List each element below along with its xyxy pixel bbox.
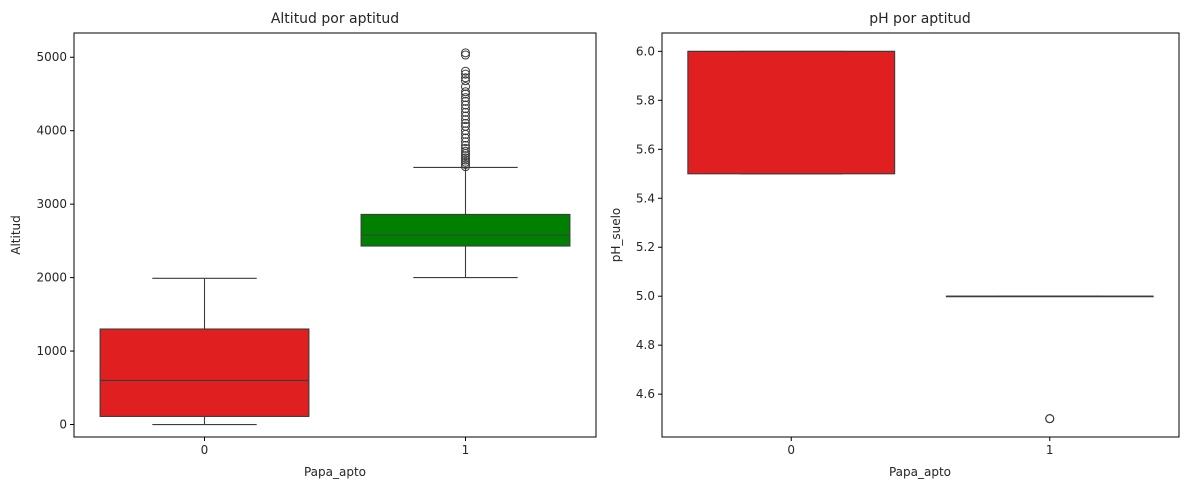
outlier-altitud-1-14 bbox=[461, 121, 470, 131]
outlier-altitud-1-16 bbox=[461, 115, 470, 125]
outlier-altitud-1-15 bbox=[461, 118, 470, 128]
chart-title-ph: pH por aptitud bbox=[869, 11, 971, 27]
y-tick-label-ph-1: 4.8 bbox=[636, 338, 655, 352]
chart-title-altitud: Altitud por aptitud bbox=[271, 11, 399, 27]
y-tick-label-altitud-0: 0 bbox=[59, 418, 67, 432]
box-altitud-1 bbox=[360, 48, 571, 279]
y-tick-label-altitud-3: 3000 bbox=[36, 197, 67, 211]
box-ph-0 bbox=[687, 50, 896, 175]
outlier-altitud-1-29 bbox=[461, 66, 470, 76]
outlier-altitud-1-31 bbox=[461, 48, 470, 58]
outlier-altitud-1-24 bbox=[461, 87, 470, 97]
x-axis-label-ph: Papa_apto bbox=[889, 465, 951, 479]
y-tick-label-ph-6: 5.8 bbox=[636, 93, 655, 107]
outlier-altitud-1-26 bbox=[461, 76, 470, 86]
y-tick-label-altitud-1: 1000 bbox=[36, 344, 67, 358]
box-body-altitud-0 bbox=[99, 328, 310, 417]
outlier-altitud-1-21 bbox=[461, 96, 470, 106]
outlier-altitud-1-2 bbox=[461, 157, 470, 167]
x-axis-label-altitud: Papa_apto bbox=[304, 465, 366, 479]
y-tick-label-altitud-4: 4000 bbox=[36, 124, 67, 138]
panel-altitud: Altitud por aptitud 0 1000 2000 3000 4000 500… bbox=[9, 11, 597, 479]
outlier-altitud-1-1 bbox=[461, 159, 470, 169]
y-tick-label-ph-2: 5.0 bbox=[636, 289, 655, 303]
outlier-altitud-1-0 bbox=[461, 162, 470, 172]
outlier-altitud-1-28 bbox=[461, 69, 470, 79]
y-axis-label-altitud: Altitud bbox=[9, 215, 23, 255]
box-body-ph-0 bbox=[687, 50, 896, 175]
outlier-altitud-1-23 bbox=[461, 89, 470, 99]
plot-frame-altitud bbox=[73, 32, 597, 438]
panel-ph: pH por aptitud 4.6 4.8 5.0 5.2 5.4 5.6 5.8 6.0 0… bbox=[609, 11, 1180, 479]
y-tick-label-altitud-2: 2000 bbox=[36, 271, 67, 285]
box-altitud-0 bbox=[99, 277, 310, 426]
x-tick-label-altitud-1: 1 bbox=[462, 443, 470, 457]
outlier-altitud-1-22 bbox=[461, 93, 470, 103]
x-tick-label-ph-1: 1 bbox=[1046, 443, 1054, 457]
outlier-ph-1-2 bbox=[1045, 414, 1055, 424]
outlier-altitud-1-8 bbox=[461, 143, 470, 153]
outlier-altitud-1-17 bbox=[461, 111, 470, 121]
outlier-altitud-1-5 bbox=[461, 151, 470, 161]
plot-frame-ph bbox=[661, 32, 1180, 438]
box-body-altitud-1 bbox=[360, 213, 571, 247]
outlier-altitud-1-7 bbox=[461, 146, 470, 156]
outlier-altitud-1-11 bbox=[461, 133, 470, 143]
y-tick-label-ph-4: 5.4 bbox=[636, 191, 655, 205]
y-tick-label-ph-0: 4.6 bbox=[636, 387, 655, 401]
outlier-altitud-1-10 bbox=[461, 137, 470, 147]
y-tick-label-ph-7: 6.0 bbox=[636, 44, 655, 58]
y-tick-label-ph-3: 5.2 bbox=[636, 240, 655, 254]
x-tick-label-ph-0: 0 bbox=[787, 443, 795, 457]
outlier-altitud-1-19 bbox=[461, 104, 470, 114]
x-tick-label-altitud-0: 0 bbox=[201, 443, 209, 457]
outlier-altitud-1-20 bbox=[461, 100, 470, 110]
y-tick-label-altitud-5: 5000 bbox=[36, 50, 67, 64]
outlier-altitud-1-25 bbox=[461, 82, 470, 92]
outlier-altitud-1-30 bbox=[461, 50, 470, 60]
outlier-altitud-1-4 bbox=[461, 153, 470, 163]
outlier-altitud-1-3 bbox=[461, 155, 470, 165]
outlier-altitud-1-9 bbox=[461, 140, 470, 150]
y-tick-label-ph-5: 5.6 bbox=[636, 142, 655, 156]
outlier-altitud-1-27 bbox=[461, 73, 470, 83]
outlier-altitud-1-13 bbox=[461, 126, 470, 136]
y-axis-label-ph: pH_suelo bbox=[609, 208, 623, 263]
outlier-altitud-1-18 bbox=[461, 107, 470, 117]
box-ph-1 bbox=[945, 295, 1154, 424]
